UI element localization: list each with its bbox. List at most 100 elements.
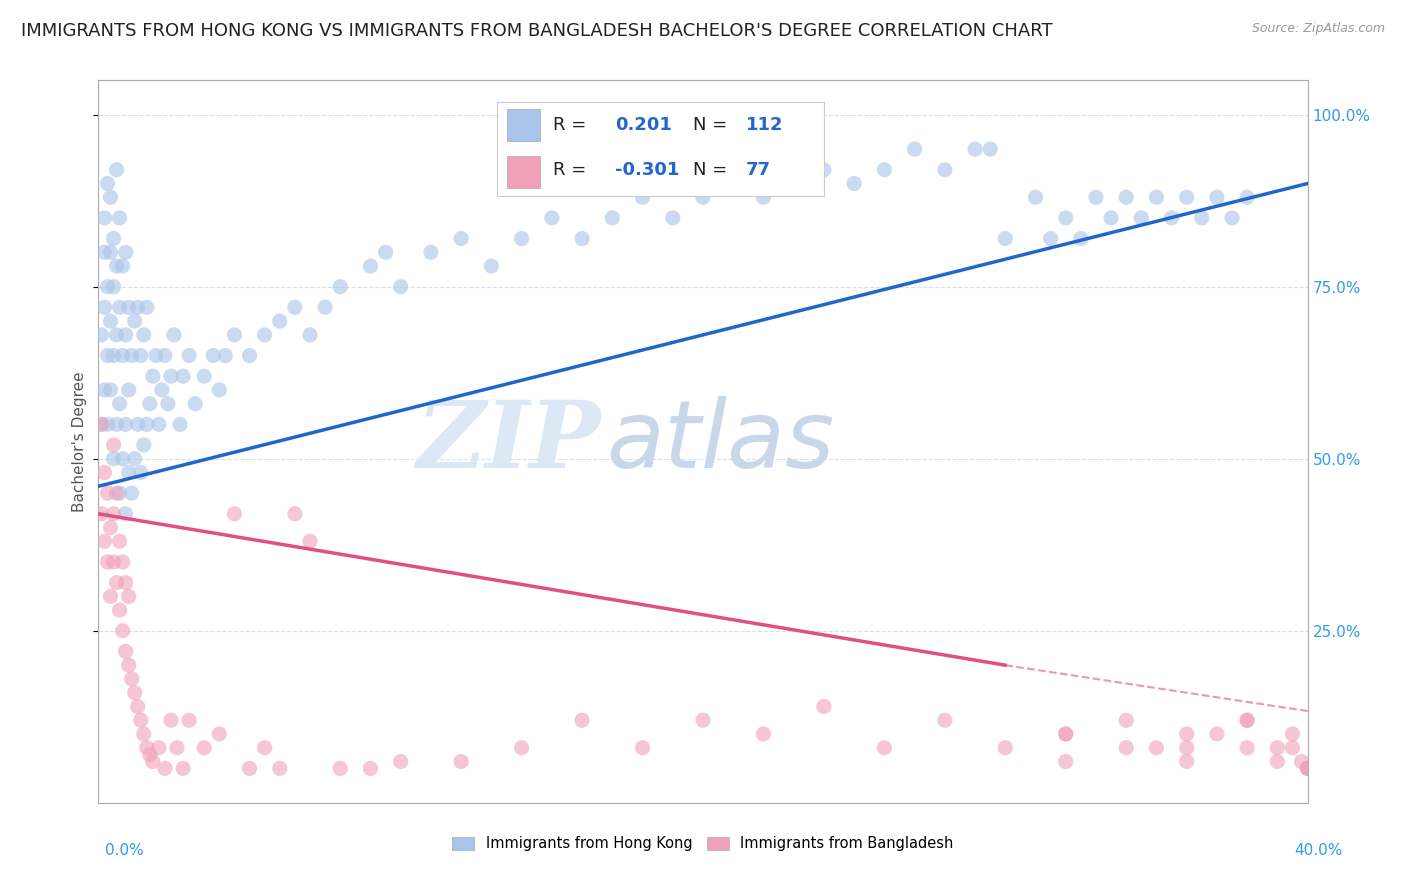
Point: [510, 231, 533, 245]
Point: [150, 383, 173, 397]
Point: [139, 747, 162, 762]
Point: [1024, 190, 1046, 204]
Point: [239, 349, 262, 363]
Point: [631, 740, 654, 755]
Point: [108, 397, 131, 411]
Point: [100, 314, 122, 328]
Text: 40.0%: 40.0%: [1295, 843, 1343, 858]
Point: [1220, 211, 1243, 225]
Point: [631, 190, 654, 204]
Point: [114, 327, 136, 342]
Point: [873, 740, 896, 755]
Point: [172, 369, 194, 384]
Point: [100, 245, 122, 260]
Point: [153, 349, 176, 363]
Point: [111, 555, 134, 569]
Point: [450, 755, 472, 769]
Point: [105, 417, 128, 432]
Point: [481, 259, 503, 273]
Point: [965, 142, 987, 156]
Point: [132, 438, 155, 452]
Point: [93, 245, 115, 260]
Point: [1070, 231, 1092, 245]
Point: [184, 397, 207, 411]
Point: [602, 211, 624, 225]
Point: [93, 534, 115, 549]
Point: [224, 327, 246, 342]
Point: [1175, 740, 1198, 755]
Point: [100, 590, 122, 604]
Point: [1144, 740, 1167, 755]
Point: [1175, 727, 1198, 741]
Point: [208, 383, 231, 397]
Point: [1267, 755, 1289, 769]
Point: [118, 466, 141, 480]
Point: [124, 451, 146, 466]
Text: Source: ZipAtlas.com: Source: ZipAtlas.com: [1251, 22, 1385, 36]
Point: [139, 397, 162, 411]
Point: [96, 279, 118, 293]
Point: [692, 713, 714, 727]
Point: [163, 327, 186, 342]
Point: [114, 575, 136, 590]
Point: [142, 755, 165, 769]
Point: [129, 466, 152, 480]
Point: [108, 211, 131, 225]
Point: [904, 142, 927, 156]
Point: [160, 713, 183, 727]
Point: [214, 349, 236, 363]
Point: [360, 761, 382, 775]
Point: [114, 507, 136, 521]
Point: [1236, 740, 1258, 755]
Point: [253, 740, 276, 755]
Point: [103, 555, 125, 569]
Point: [1296, 761, 1319, 775]
Point: [1281, 727, 1303, 741]
Point: [103, 349, 125, 363]
Point: [96, 349, 118, 363]
Point: [1054, 211, 1077, 225]
Point: [253, 327, 276, 342]
Point: [1115, 740, 1137, 755]
Point: [269, 761, 291, 775]
Text: atlas: atlas: [606, 396, 835, 487]
Point: [124, 314, 146, 328]
Point: [114, 644, 136, 658]
Point: [100, 190, 122, 204]
Point: [1039, 231, 1062, 245]
Y-axis label: Bachelor's Degree: Bachelor's Degree: [72, 371, 87, 512]
Point: [108, 486, 131, 500]
Point: [193, 740, 215, 755]
Point: [783, 177, 806, 191]
Point: [360, 259, 382, 273]
Point: [1191, 211, 1213, 225]
Point: [135, 301, 157, 315]
Point: [179, 713, 201, 727]
Point: [90, 417, 112, 432]
Point: [224, 507, 246, 521]
Point: [329, 761, 352, 775]
Text: IMMIGRANTS FROM HONG KONG VS IMMIGRANTS FROM BANGLADESH BACHELOR'S DEGREE CORREL: IMMIGRANTS FROM HONG KONG VS IMMIGRANTS …: [21, 22, 1053, 40]
Point: [108, 534, 131, 549]
Point: [100, 520, 122, 534]
Point: [93, 211, 115, 225]
Point: [1054, 755, 1077, 769]
Point: [934, 162, 956, 177]
Point: [129, 713, 152, 727]
Point: [111, 259, 134, 273]
Point: [540, 211, 562, 225]
Point: [510, 740, 533, 755]
Point: [1281, 740, 1303, 755]
Point: [166, 740, 188, 755]
Point: [284, 301, 307, 315]
Point: [108, 603, 131, 617]
Point: [145, 349, 167, 363]
Point: [239, 761, 262, 775]
Point: [90, 417, 112, 432]
Point: [96, 417, 118, 432]
Point: [105, 162, 128, 177]
Point: [127, 699, 149, 714]
Point: [118, 590, 141, 604]
Point: [135, 417, 157, 432]
Point: [1236, 713, 1258, 727]
